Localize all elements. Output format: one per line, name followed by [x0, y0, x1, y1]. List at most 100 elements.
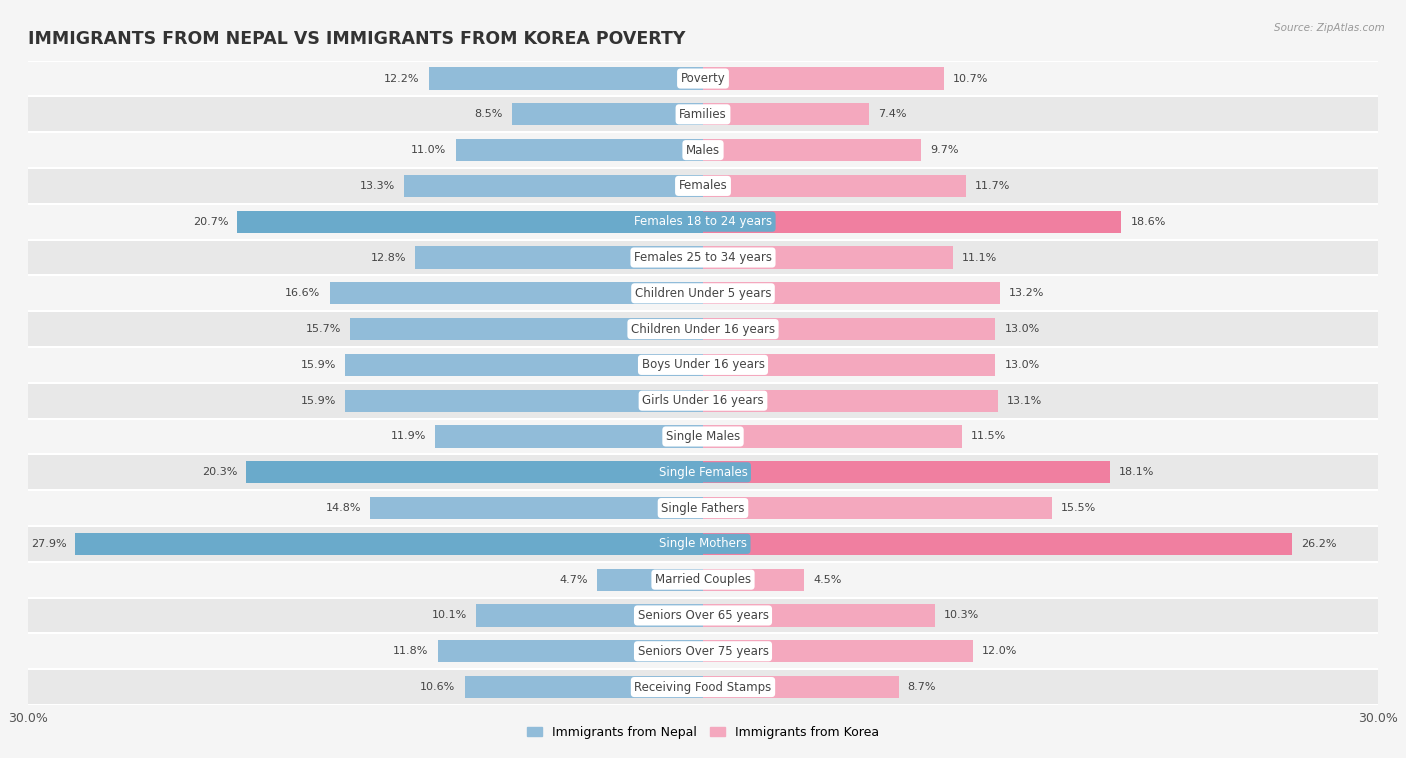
Bar — [28, 669, 1378, 705]
Bar — [429, 67, 703, 89]
Text: 12.8%: 12.8% — [371, 252, 406, 262]
Bar — [28, 597, 1378, 634]
Bar — [28, 490, 1378, 526]
Text: 15.9%: 15.9% — [301, 360, 336, 370]
Bar — [703, 103, 869, 125]
Text: Females: Females — [679, 180, 727, 193]
Bar — [703, 354, 995, 376]
Text: 11.9%: 11.9% — [391, 431, 426, 441]
Bar — [28, 240, 1378, 275]
Bar — [703, 139, 921, 161]
Bar — [370, 497, 703, 519]
Bar — [475, 604, 703, 627]
Bar — [28, 312, 1378, 347]
Bar — [28, 132, 1378, 168]
Bar — [28, 204, 1378, 240]
Text: 12.2%: 12.2% — [384, 74, 419, 83]
Bar — [703, 425, 962, 447]
Bar — [346, 390, 703, 412]
Text: 12.0%: 12.0% — [981, 647, 1018, 656]
Text: 13.3%: 13.3% — [360, 181, 395, 191]
Text: 4.5%: 4.5% — [813, 575, 842, 584]
Bar — [404, 175, 703, 197]
Text: 10.1%: 10.1% — [432, 610, 467, 621]
Bar — [28, 347, 1378, 383]
Text: 9.7%: 9.7% — [931, 145, 959, 155]
Text: Males: Males — [686, 143, 720, 157]
Bar — [415, 246, 703, 268]
Bar — [456, 139, 703, 161]
Bar — [28, 383, 1378, 418]
Text: Single Males: Single Males — [666, 430, 740, 443]
Text: 11.7%: 11.7% — [976, 181, 1011, 191]
Bar — [28, 454, 1378, 490]
Bar — [703, 390, 998, 412]
Bar — [703, 533, 1292, 555]
Text: Seniors Over 65 years: Seniors Over 65 years — [637, 609, 769, 622]
Bar — [703, 604, 935, 627]
Bar — [346, 354, 703, 376]
Bar — [350, 318, 703, 340]
Text: 11.8%: 11.8% — [394, 647, 429, 656]
Text: 8.7%: 8.7% — [908, 682, 936, 692]
Bar — [464, 676, 703, 698]
Bar — [703, 211, 1122, 233]
Bar — [598, 568, 703, 590]
Text: Single Mothers: Single Mothers — [659, 537, 747, 550]
Bar — [76, 533, 703, 555]
Text: Boys Under 16 years: Boys Under 16 years — [641, 359, 765, 371]
Text: 20.7%: 20.7% — [193, 217, 228, 227]
Bar — [703, 641, 973, 662]
Text: 13.2%: 13.2% — [1010, 288, 1045, 299]
Bar — [28, 61, 1378, 96]
Text: 27.9%: 27.9% — [31, 539, 66, 549]
Text: 14.8%: 14.8% — [326, 503, 361, 513]
Text: 18.1%: 18.1% — [1119, 467, 1154, 478]
Text: 26.2%: 26.2% — [1302, 539, 1337, 549]
Bar — [703, 497, 1052, 519]
Text: Source: ZipAtlas.com: Source: ZipAtlas.com — [1274, 23, 1385, 33]
Text: 15.5%: 15.5% — [1060, 503, 1095, 513]
Text: Females 18 to 24 years: Females 18 to 24 years — [634, 215, 772, 228]
Bar — [28, 96, 1378, 132]
Text: 11.5%: 11.5% — [970, 431, 1005, 441]
Text: 7.4%: 7.4% — [879, 109, 907, 119]
Bar — [246, 461, 703, 484]
Bar — [512, 103, 703, 125]
Text: 4.7%: 4.7% — [560, 575, 588, 584]
Text: Poverty: Poverty — [681, 72, 725, 85]
Text: Children Under 16 years: Children Under 16 years — [631, 323, 775, 336]
Text: 13.0%: 13.0% — [1004, 360, 1039, 370]
Bar — [703, 461, 1111, 484]
Bar — [28, 275, 1378, 312]
Bar — [28, 634, 1378, 669]
Text: 8.5%: 8.5% — [474, 109, 503, 119]
Text: Girls Under 16 years: Girls Under 16 years — [643, 394, 763, 407]
Bar — [703, 282, 1000, 305]
Text: 20.3%: 20.3% — [202, 467, 238, 478]
Bar — [28, 168, 1378, 204]
Text: Seniors Over 75 years: Seniors Over 75 years — [637, 645, 769, 658]
Bar — [703, 568, 804, 590]
Bar — [703, 318, 995, 340]
Bar — [703, 175, 966, 197]
Text: 11.0%: 11.0% — [412, 145, 447, 155]
Text: 18.6%: 18.6% — [1130, 217, 1166, 227]
Text: 10.3%: 10.3% — [943, 610, 979, 621]
Bar — [238, 211, 703, 233]
Text: Married Couples: Married Couples — [655, 573, 751, 586]
Bar — [703, 246, 953, 268]
Text: 11.1%: 11.1% — [962, 252, 997, 262]
Text: Females 25 to 34 years: Females 25 to 34 years — [634, 251, 772, 264]
Text: Families: Families — [679, 108, 727, 121]
Text: Single Fathers: Single Fathers — [661, 502, 745, 515]
Text: 13.1%: 13.1% — [1007, 396, 1042, 406]
Text: 16.6%: 16.6% — [285, 288, 321, 299]
Text: Receiving Food Stamps: Receiving Food Stamps — [634, 681, 772, 694]
Bar — [703, 67, 943, 89]
Bar — [28, 526, 1378, 562]
Text: Single Females: Single Females — [658, 465, 748, 479]
Text: 10.7%: 10.7% — [953, 74, 988, 83]
Bar — [436, 425, 703, 447]
Text: 10.6%: 10.6% — [420, 682, 456, 692]
